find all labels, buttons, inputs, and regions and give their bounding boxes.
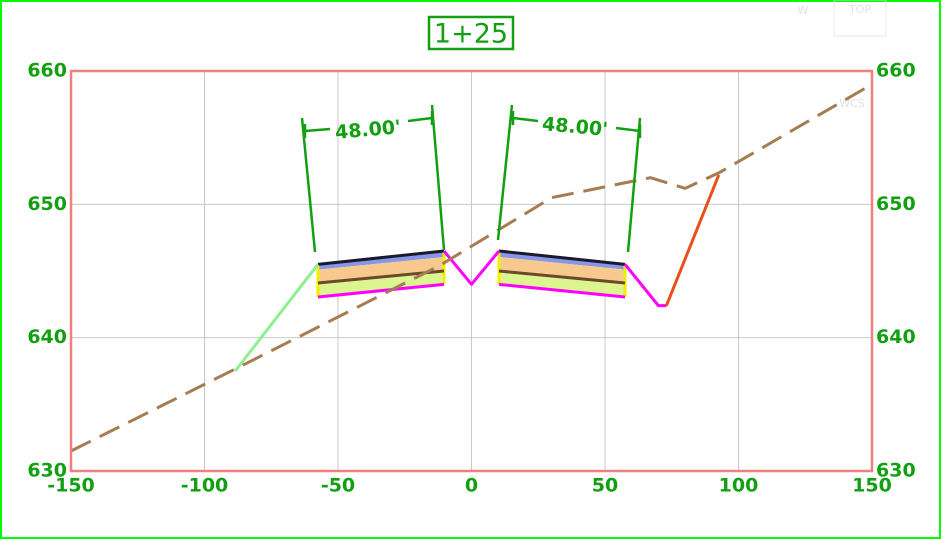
viewcube-label: WCS [839, 97, 865, 110]
section-line [623, 263, 667, 308]
section-line [317, 249, 445, 266]
title-box [427, 15, 515, 51]
viewcube-label: TOP [848, 3, 871, 16]
viewcube-label: W [798, 4, 809, 17]
section-line [317, 282, 445, 299]
section-line [498, 249, 626, 266]
x-tick-label: 0 [465, 475, 478, 497]
x-tick-label: -100 [181, 475, 229, 497]
viewcube: W TOP WCS [798, 0, 887, 110]
chart-title: 1+25 [434, 19, 508, 50]
x-tick-label: 100 [719, 475, 759, 497]
pavement-layer [317, 271, 444, 297]
x-tick-label: 50 [592, 475, 618, 497]
viewcube-box [833, 0, 887, 37]
dimension-label: 48.00' [541, 113, 609, 141]
section-line [234, 263, 320, 372]
dimension-right: 48.00' [496, 104, 642, 253]
pavement-layer [499, 271, 626, 297]
x-tick-label: 150 [852, 475, 892, 497]
section-line [442, 250, 501, 286]
y-tick-label: 650 [876, 193, 916, 215]
section-line [498, 269, 626, 285]
pavement-layer [499, 257, 626, 283]
dimension-lines [300, 104, 446, 253]
existing-ground [70, 83, 873, 453]
dimension-left: 48.00' [300, 104, 446, 253]
section-line [665, 174, 721, 307]
y-tick-label: 630 [27, 460, 67, 482]
dimension-lines [496, 104, 642, 253]
y-tick-label: 650 [27, 193, 67, 215]
y-tick-label: 640 [27, 326, 67, 348]
y-tick-label: 630 [876, 460, 916, 482]
pavement-layer [317, 257, 444, 283]
x-tick-label: -150 [47, 475, 95, 497]
marks [70, 83, 873, 453]
dimension-label: 48.00' [334, 116, 402, 144]
y-tick-label: 660 [876, 60, 916, 82]
grid [70, 70, 873, 472]
x-tick-label: -50 [321, 475, 355, 497]
y-tick-label: 660 [27, 60, 67, 82]
y-tick-label: 640 [876, 326, 916, 348]
plot-border [69, 69, 874, 473]
section-line [498, 282, 626, 299]
